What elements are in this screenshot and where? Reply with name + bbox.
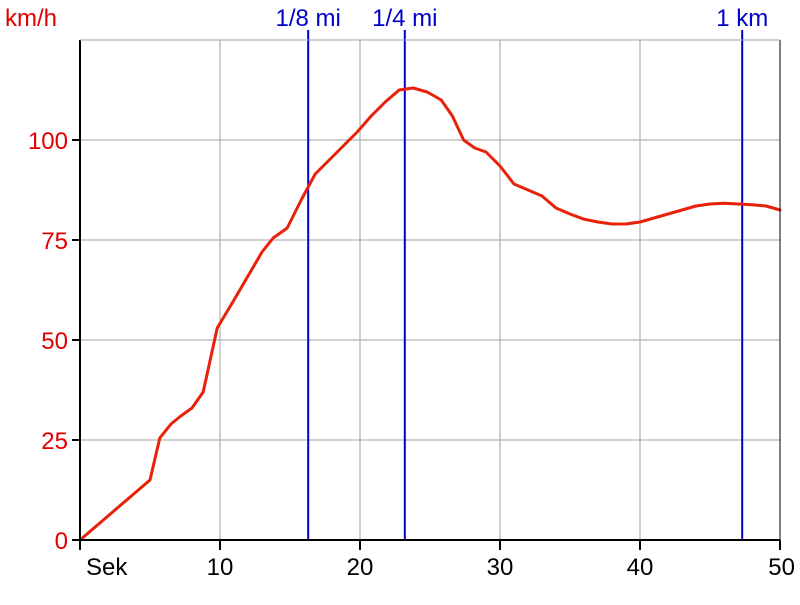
grid-layer (80, 39, 781, 540)
x-tick-label: 40 (627, 554, 654, 581)
distance-marker-label: 1/4 mi (372, 5, 437, 32)
x-tick-label: 30 (487, 554, 514, 581)
y-tick-label: 0 (55, 528, 68, 555)
distance-marker-label: 1 km (716, 5, 768, 32)
y-axis-unit-label: km/h (5, 5, 57, 32)
x-tick-label: 10 (207, 554, 234, 581)
axis-layer (72, 39, 781, 550)
series-layer (78, 86, 782, 542)
distance-marker-label: 1/8 mi (276, 5, 341, 32)
distance-marker-layer: 1/8 mi 1/4 mi 1 km (276, 5, 768, 540)
y-tick-label: 75 (41, 228, 68, 255)
label-layer: km/h Sek 0 25 50 75 100 10 20 30 40 50 (5, 5, 795, 581)
y-tick-label: 25 (41, 428, 68, 455)
y-tick-label: 100 (28, 128, 68, 155)
x-axis-unit-label: Sek (86, 554, 128, 581)
x-tick-label: 20 (347, 554, 374, 581)
speed-series-line (78, 86, 782, 542)
x-tick-label: 50 (768, 554, 795, 581)
y-tick-label: 50 (41, 328, 68, 355)
